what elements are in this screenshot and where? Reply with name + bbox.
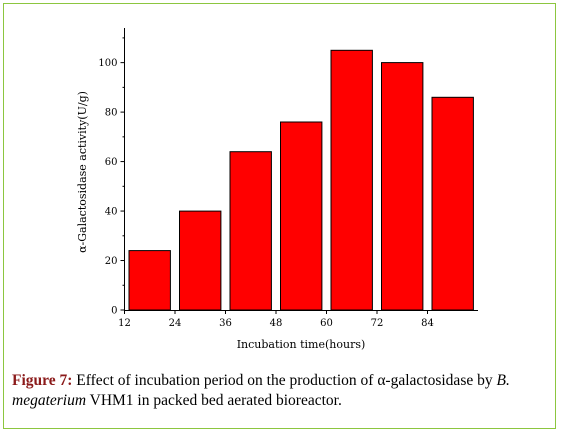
caption-text-1: Effect of incubation period on the produ… — [72, 372, 497, 389]
y-tick-label-20: 20 — [105, 256, 118, 267]
bar-36 — [229, 151, 272, 311]
caption-label: Figure 7: — [12, 372, 73, 389]
bar-84 — [431, 96, 474, 311]
y-ticks-group: 0 20 40 60 80 100 — [98, 37, 125, 317]
bar-72 — [381, 62, 424, 311]
caption-text-2: VHM1 in packed bed aerated bioreactor. — [86, 392, 342, 409]
x-tick-label-48: 48 — [270, 318, 283, 329]
y-axis-label: α-Galactosidase activity(U/g) — [76, 91, 89, 253]
y-tick-label-60: 60 — [105, 157, 118, 168]
x-tick-label-36: 36 — [219, 318, 232, 329]
y-tick-label-0: 0 — [111, 306, 117, 317]
caption-organism: B. megaterium — [12, 372, 510, 409]
bar-60 — [330, 49, 373, 311]
axes-group — [124, 28, 478, 311]
bars-group — [128, 49, 474, 311]
figure-caption: Figure 7: Effect of incubation period on… — [12, 371, 552, 411]
x-tick-label-72: 72 — [371, 318, 384, 329]
bar-12 — [128, 250, 171, 311]
x-tick-label-60: 60 — [320, 318, 333, 329]
x-tick-label-84: 84 — [421, 318, 434, 329]
bar-24 — [179, 210, 222, 311]
y-tick-label-80: 80 — [105, 108, 118, 119]
x-tick-label-12: 12 — [118, 318, 131, 329]
y-tick-label-100: 100 — [98, 58, 117, 69]
x-tick-label-24: 24 — [169, 318, 182, 329]
x-ticks-group: 12 24 36 48 60 72 84 — [118, 310, 434, 329]
x-axis-label: Incubation time(hours) — [237, 338, 366, 351]
y-tick-label-40: 40 — [105, 207, 118, 218]
bar-48 — [280, 121, 323, 311]
